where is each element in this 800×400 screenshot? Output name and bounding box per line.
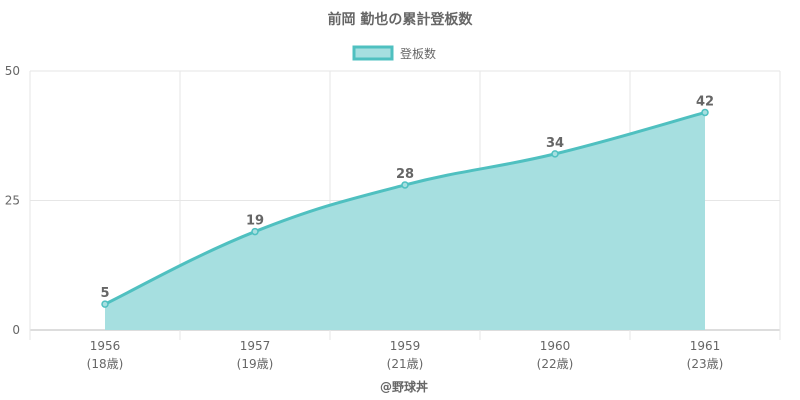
- chart-title: 前岡 勤也の累計登板数: [328, 11, 474, 28]
- y-tick-label-25: 25: [5, 194, 20, 208]
- y-axis-labels: 0 25 50: [5, 64, 20, 337]
- x-tick-sublabel-1959: (21歳): [387, 357, 424, 371]
- data-point-1960: [551, 150, 559, 158]
- x-tick-sublabel-1956: (18歳): [87, 357, 124, 371]
- series-area: [105, 112, 705, 330]
- data-point-1959: [401, 181, 409, 189]
- data-label-1957: 19: [246, 214, 264, 229]
- x-tick-label-1956: 1956: [90, 339, 121, 353]
- x-tick-sublabel-1957: (19歳): [237, 357, 274, 371]
- data-label-1956: 5: [100, 286, 109, 301]
- data-point-1961: [701, 108, 709, 117]
- data-label-1959: 28: [396, 167, 414, 182]
- data-labels: 5 19 28 34 42: [100, 94, 714, 301]
- x-tick-sublabel-1960: (22歳): [537, 357, 574, 371]
- y-tick-label-50: 50: [5, 64, 20, 78]
- legend-swatch: [352, 45, 394, 61]
- data-point-1957: [251, 227, 259, 236]
- y-tick-label-0: 0: [12, 323, 20, 337]
- x-tick-label-1959: 1959: [390, 339, 421, 353]
- data-point-1956: [101, 300, 109, 308]
- data-label-1960: 34: [546, 136, 564, 151]
- x-tick-label-1957: 1957: [240, 339, 271, 353]
- x-axis-title: @野球丼: [380, 379, 428, 394]
- x-axis-labels: 1956 (18歳) 1957 (19歳) 1959 (21歳) 1960 (22歳) 1961…: [87, 339, 724, 371]
- series-登板数: [101, 108, 709, 330]
- x-tick-sublabel-1961: (23歳): [687, 357, 724, 371]
- x-tick-label-1960: 1960: [540, 339, 571, 353]
- legend[interactable]: 登板数: [352, 45, 436, 61]
- data-label-1961: 42: [696, 94, 714, 109]
- legend-label: 登板数: [400, 46, 436, 61]
- x-tick-label-1961: 1961: [690, 339, 721, 353]
